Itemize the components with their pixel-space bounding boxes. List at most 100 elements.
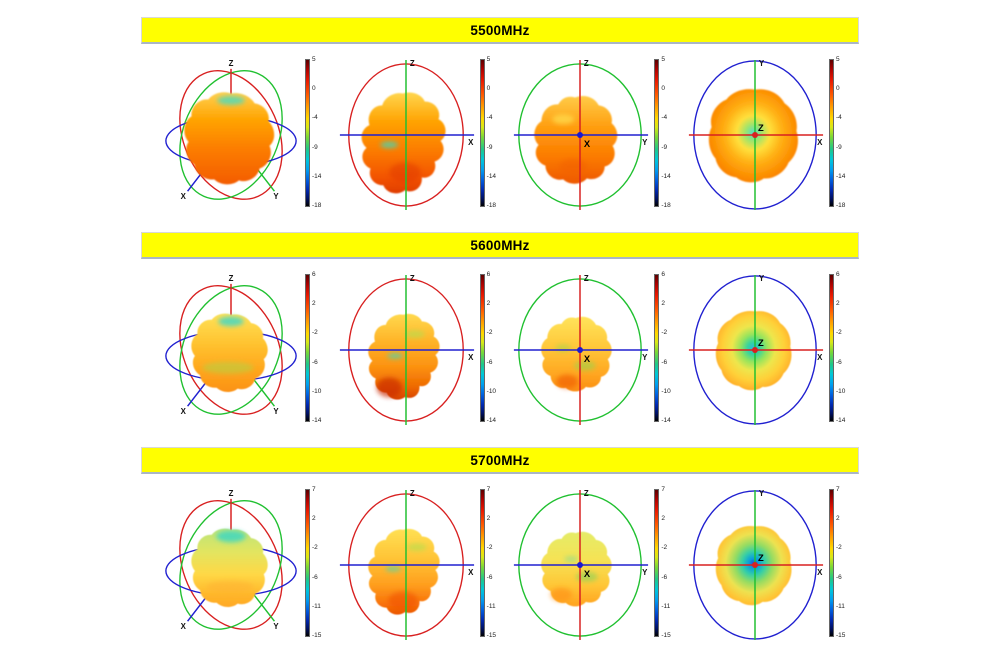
view-xy-plane: Y X Z 6 2 -2 -6 -10 -14 bbox=[681, 264, 853, 440]
colorbar-tick: 2 bbox=[312, 300, 316, 308]
colorbar: 7 2 -2 -6 -11 -15 bbox=[828, 486, 846, 639]
colorbar: 6 2 -2 -6 -10 -14 bbox=[305, 271, 322, 424]
colorbar: 6 2 -2 -6 -10 -14 bbox=[479, 271, 496, 424]
colorbar-tick: -18 bbox=[312, 201, 322, 209]
plots-row: Z X Y 6 2 -2 -6 -10 -14 Z bbox=[141, 264, 859, 440]
colorbar: 5 0 -4 -9 -14 -18 bbox=[305, 56, 322, 209]
colorbar-tick: -4 bbox=[312, 114, 318, 122]
pattern-null-patch bbox=[380, 141, 398, 149]
center-axis-label: Z bbox=[758, 338, 764, 348]
view-yz-plane: Z Y X 7 2 -2 -6 -11 -15 bbox=[506, 479, 678, 655]
colorbar-gradient bbox=[654, 489, 660, 637]
colorbar-gradient bbox=[479, 274, 485, 422]
colorbar-ticks: 6 2 -2 -6 -10 -14 bbox=[486, 271, 496, 424]
pattern-lobe bbox=[184, 92, 275, 185]
colorbar-tick: -11 bbox=[835, 602, 845, 610]
zy-plane-ring bbox=[179, 285, 283, 415]
colorbar-tick: 7 bbox=[312, 486, 316, 493]
frequency-section-5700mhz: 5700MHz Z X Y bbox=[141, 447, 859, 655]
radiation-pattern-figure: 5500MHz Z X Y 5 0 bbox=[141, 17, 859, 662]
radiation-pattern-plot: Z Y X bbox=[514, 489, 648, 640]
colorbar-ticks: 5 0 -4 -9 -14 -18 bbox=[835, 56, 846, 209]
colorbar-gradient bbox=[828, 59, 834, 207]
colorbar-tick: -4 bbox=[835, 114, 842, 122]
colorbar-tick: 2 bbox=[486, 300, 491, 308]
x-axis-label: X bbox=[181, 192, 187, 201]
colorbar-ticks: 5 0 -4 -9 -14 -18 bbox=[486, 56, 496, 209]
vertical-axis-label: Z bbox=[410, 274, 415, 283]
colorbar-ticks: 7 2 -2 -6 -11 -15 bbox=[835, 486, 846, 639]
colorbar-gradient bbox=[479, 489, 485, 637]
colorbar: 7 2 -2 -6 -11 -15 bbox=[479, 486, 496, 639]
view-3d-perspective: Z X Y 7 2 -2 -6 -11 -15 bbox=[157, 479, 329, 655]
x-axis-label: X bbox=[181, 407, 187, 416]
plots-row: Z X Y 7 2 -2 -6 -11 -15 Z bbox=[141, 479, 859, 655]
radiation-pattern-plot: Z X bbox=[339, 59, 474, 210]
colorbar-ticks: 5 0 -4 -9 -14 -18 bbox=[312, 56, 322, 209]
radiation-pattern-plot: Y X Z bbox=[688, 59, 823, 210]
plots-row: Z X Y 5 0 -4 -9 -14 -18 Z X bbox=[141, 49, 859, 225]
colorbar-tick: -2 bbox=[835, 329, 842, 337]
zx-plane-ring bbox=[179, 500, 283, 630]
radiation-pattern-plot: Y X Z bbox=[688, 274, 823, 425]
colorbar-gradient bbox=[305, 489, 310, 637]
colorbar-tick: 0 bbox=[835, 85, 840, 93]
colorbar-tick: -11 bbox=[312, 602, 321, 610]
colorbar-tick: 2 bbox=[486, 515, 491, 523]
vertical-axis-label: Z bbox=[410, 489, 415, 498]
colorbar-tick: -18 bbox=[661, 201, 671, 209]
z-axis-label: Z bbox=[229, 489, 234, 498]
colorbar-tick: -15 bbox=[835, 631, 846, 639]
colorbar-tick: -6 bbox=[835, 573, 842, 581]
y-axis-label: Y bbox=[273, 622, 279, 631]
pattern-patch bbox=[404, 330, 425, 339]
colorbar-ticks: 7 2 -2 -6 -11 -15 bbox=[486, 486, 496, 639]
radiation-pattern-plot: Z X Y bbox=[165, 274, 297, 416]
zy-plane-ring bbox=[179, 500, 283, 630]
colorbar-tick: -14 bbox=[661, 416, 671, 424]
horizontal-axis-label: X bbox=[817, 353, 823, 362]
frequency-section-5600mhz: 5600MHz Z X Y bbox=[141, 232, 859, 440]
axis-origin-dot bbox=[752, 347, 758, 353]
colorbar-gradient bbox=[305, 59, 310, 207]
colorbar-tick: 6 bbox=[835, 271, 840, 278]
colorbar-tick: 6 bbox=[661, 271, 665, 278]
colorbar-tick: 2 bbox=[835, 300, 840, 308]
center-axis-label: X bbox=[584, 354, 591, 364]
colorbar-ticks: 7 2 -2 -6 -11 -15 bbox=[312, 486, 322, 639]
pattern-patch bbox=[406, 543, 427, 552]
colorbar-tick: 6 bbox=[486, 271, 491, 278]
colorbar-tick: -2 bbox=[312, 544, 318, 552]
colorbar-tick: -11 bbox=[486, 602, 496, 610]
colorbar-tick: -9 bbox=[835, 143, 842, 151]
colorbar-tick: -14 bbox=[312, 416, 322, 424]
colorbar-tick: -4 bbox=[486, 114, 493, 122]
radiation-pattern-plot: Z X Y bbox=[165, 59, 297, 201]
view-3d-perspective: Z X Y 6 2 -2 -6 -10 -14 bbox=[157, 264, 329, 440]
colorbar-tick: -4 bbox=[661, 114, 668, 122]
pattern-patch bbox=[206, 580, 254, 593]
pattern-hotspot bbox=[556, 374, 579, 389]
colorbar-tick: -18 bbox=[835, 201, 846, 209]
center-axis-label: X bbox=[584, 569, 591, 579]
horizontal-axis-label: X bbox=[468, 353, 474, 362]
center-axis-label: Z bbox=[758, 123, 764, 133]
colorbar-tick: -10 bbox=[312, 387, 322, 395]
radiation-pattern-plot: Z Y X bbox=[514, 274, 648, 425]
colorbar-tick: -15 bbox=[312, 631, 322, 639]
colorbar-tick: 2 bbox=[835, 515, 840, 523]
colorbar-tick: 5 bbox=[486, 56, 491, 63]
colorbar-ticks: 6 2 -2 -6 -10 -14 bbox=[835, 271, 845, 424]
frequency-label: 5700MHz bbox=[470, 452, 530, 468]
axis-origin-dot bbox=[577, 132, 584, 138]
view-3d-perspective: Z X Y 5 0 -4 -9 -14 -18 bbox=[157, 49, 329, 225]
zy-plane-ring bbox=[179, 70, 283, 200]
colorbar: 5 0 -4 -9 -14 -18 bbox=[479, 56, 496, 209]
colorbar-tick: -6 bbox=[835, 358, 842, 366]
view-yz-plane: Z Y X 6 2 -2 -6 -10 -14 bbox=[506, 264, 678, 440]
colorbar-tick: -2 bbox=[312, 329, 318, 337]
colorbar-tick: -6 bbox=[312, 573, 318, 581]
pattern-null-patch bbox=[384, 565, 401, 572]
frequency-label: 5500MHz bbox=[470, 22, 530, 38]
pattern-null-patch bbox=[217, 96, 245, 105]
